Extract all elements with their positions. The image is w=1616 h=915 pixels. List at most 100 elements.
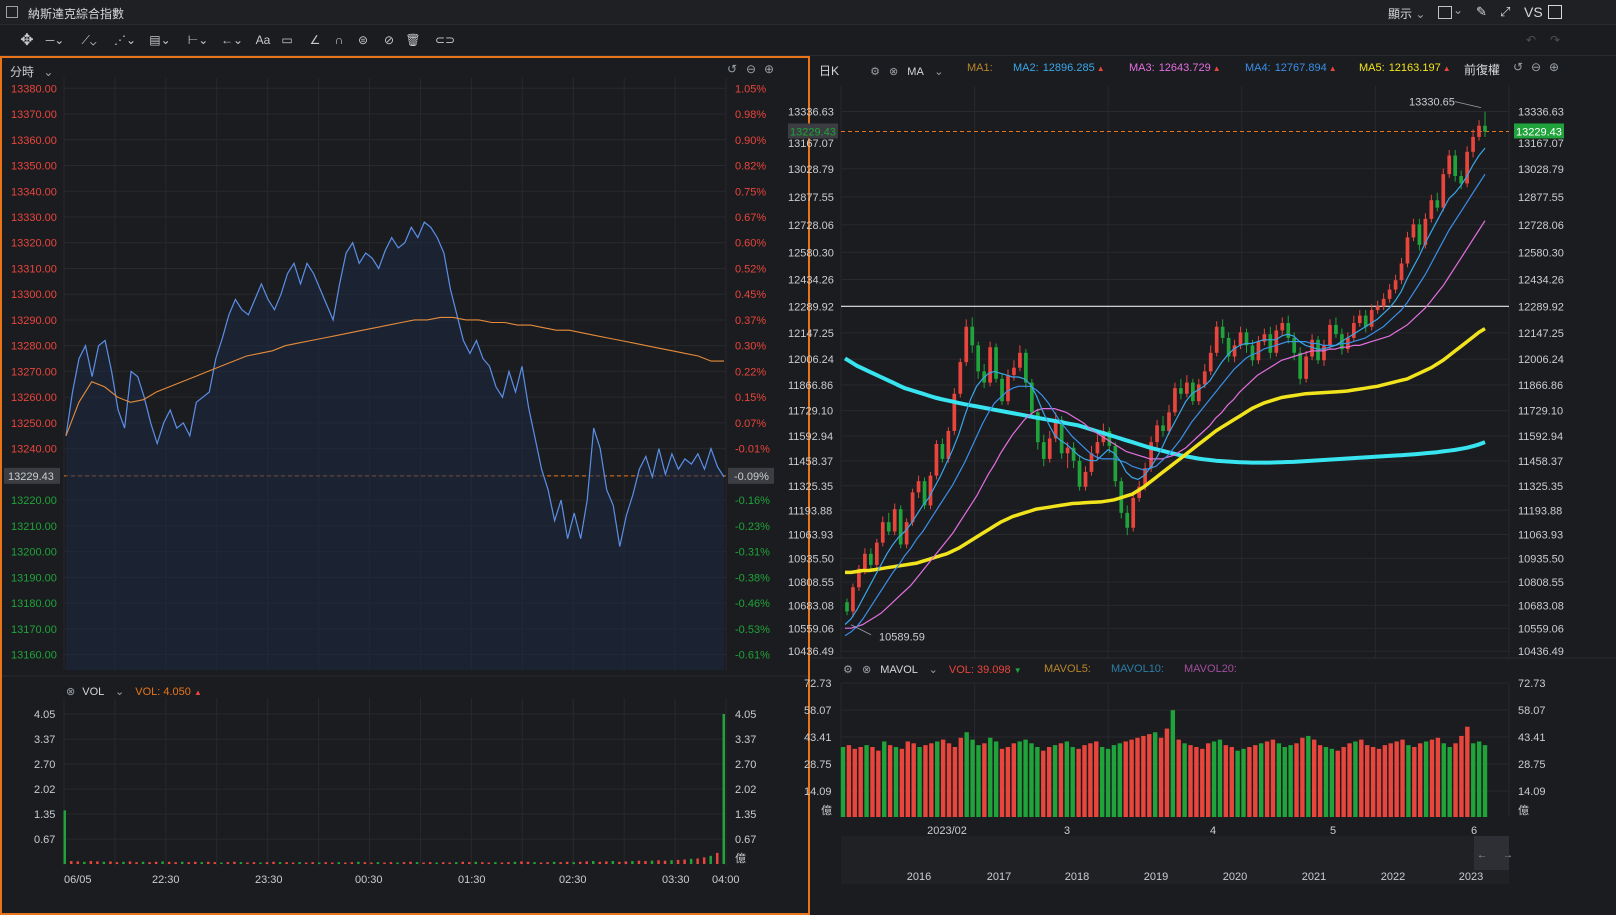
window-toggle-icon[interactable]: [1548, 5, 1562, 19]
mavol-bar: [1029, 743, 1034, 817]
ray-icon[interactable]: ⟋⌄: [81, 32, 97, 47]
price-tick-label-right: 12006.24: [1518, 354, 1564, 366]
mavol-bar: [1347, 743, 1352, 817]
redo-icon[interactable]: ↷: [1549, 33, 1561, 47]
vol-bar: [363, 862, 367, 864]
mavol-bar: [1094, 741, 1099, 817]
price-tick-label: 13167.07: [788, 138, 834, 150]
magnet-icon[interactable]: ∩: [334, 33, 344, 47]
link-icon[interactable]: ⊂⊃: [434, 33, 456, 47]
candle-body: [1471, 136, 1475, 152]
price-tick-label: 13300.00: [11, 289, 57, 301]
pen-tool-icon[interactable]: ∠: [309, 33, 321, 47]
vol-bar: [598, 861, 602, 864]
chevron-down-icon[interactable]: ⌄: [928, 664, 938, 676]
pct-tick-label: -0.16%: [735, 495, 770, 507]
vol-tick-label: 14.09: [804, 786, 832, 798]
adjust-button[interactable]: 前復權: [1464, 63, 1501, 77]
fullscreen-icon[interactable]: ⤢: [1500, 4, 1511, 19]
hide-icon[interactable]: ⊘: [383, 33, 395, 47]
fib-icon[interactable]: ▤⌄: [149, 33, 171, 47]
lock-icon[interactable]: ⊜: [357, 33, 369, 47]
indicator-name[interactable]: MA: [907, 66, 924, 78]
mavol-bar: [1323, 746, 1329, 817]
text-tool-icon[interactable]: Aa: [255, 33, 271, 47]
price-tick-label: 11458.37: [788, 456, 833, 468]
move-icon[interactable]: ✥: [20, 32, 34, 49]
chevron-down-icon[interactable]: ⌄: [934, 66, 944, 78]
price-tick-label: 13370.00: [11, 109, 57, 121]
plus-icon[interactable]: ⊕: [764, 62, 775, 76]
intraday-period-selector[interactable]: 分時 ⌄: [10, 63, 53, 80]
mavol-bar: [1435, 737, 1441, 817]
price-tick-label: 12728.06: [788, 220, 834, 232]
layout-icon[interactable]: [1438, 6, 1452, 19]
pattern-icon[interactable]: ⋰⌄: [113, 33, 137, 47]
candle-body: [1208, 352, 1213, 372]
chevron-down-icon[interactable]: ⌄: [114, 686, 125, 698]
price-tick-label: 13028.79: [788, 164, 834, 176]
close-icon[interactable]: ⊗: [66, 686, 76, 698]
kline-panel[interactable]: 13336.63 13336.63 13229.43 13229.43 13167.07…: [788, 56, 1616, 915]
mavol-bar: [958, 737, 963, 817]
display-menu[interactable]: 顯示 ⌄: [1388, 5, 1425, 22]
close-icon[interactable]: ⊗: [861, 664, 872, 676]
vol-bar: [683, 859, 686, 864]
trash-icon[interactable]: 🗑: [405, 33, 421, 47]
candle-body: [1459, 176, 1463, 184]
vol-bar: [70, 861, 73, 864]
vol-tick-label-right: 2.02: [735, 784, 756, 796]
intraday-panel[interactable]: 分時 ⌄ ↺ ⊖ ⊕ 13380.00 13370.00 13360.00 13350…: [0, 56, 810, 915]
vol-bar: [174, 862, 177, 864]
price-tick-label: 11063.93: [788, 529, 833, 541]
last-price-box-right: [1514, 123, 1564, 139]
candle-body: [1196, 384, 1201, 402]
vol-bar: [592, 861, 595, 864]
vol-bar: [233, 861, 236, 864]
candle-body: [1167, 412, 1171, 431]
mavol-indicator[interactable]: MAVOL: [880, 664, 918, 676]
minus-icon[interactable]: ⊖: [746, 62, 757, 76]
price-tick-label-right: 11592.94: [1518, 431, 1563, 443]
vol-tick-label: 1.35: [34, 809, 55, 821]
mavol-bar: [1070, 746, 1075, 817]
price-tick-label: 13360.00: [11, 135, 57, 147]
intraday-chart[interactable]: 13380.00 13370.00 13360.00 13350.00 13340.00…: [2, 58, 808, 913]
pen-icon[interactable]: ✎: [1476, 4, 1487, 19]
time-axis-label: 01:30: [458, 874, 486, 886]
nav-left-icon[interactable]: ←: [1477, 850, 1487, 861]
time-axis-label: 23:30: [255, 874, 283, 886]
close-icon[interactable]: ⊗: [889, 66, 899, 78]
vol-bar: [311, 862, 314, 864]
price-tick-label: 13260.00: [11, 392, 57, 404]
plus-icon[interactable]: ⊕: [1549, 60, 1560, 74]
reset-icon[interactable]: ↺: [1513, 60, 1524, 74]
vol-bar: [357, 861, 360, 864]
mavol-bar: [905, 741, 910, 817]
note-icon[interactable]: ▭: [281, 33, 293, 47]
candle-body: [1155, 425, 1159, 443]
period-selector[interactable]: 日K: [819, 64, 840, 78]
line-icon[interactable]: ─⌄: [45, 33, 65, 47]
window-icon[interactable]: [6, 6, 18, 18]
price-tick-label: 13220.00: [11, 495, 57, 507]
nav-right-icon[interactable]: →: [1503, 850, 1513, 861]
vol-bar: [265, 862, 269, 864]
vs-button[interactable]: VS: [1524, 4, 1543, 20]
price-tick-label: 12006.24: [788, 354, 834, 366]
minus-icon[interactable]: ⊖: [1531, 60, 1542, 74]
mavol-legend-item: MAVOL10:: [1111, 663, 1164, 675]
layout-chevron-icon[interactable]: ⌄: [1453, 3, 1464, 17]
settings-icon[interactable]: ⚙: [870, 66, 880, 78]
mavol-bar: [970, 739, 975, 817]
arrow-icon[interactable]: ←⌄: [220, 33, 244, 47]
settings-icon[interactable]: ⚙: [843, 664, 853, 676]
reset-icon[interactable]: ↺: [727, 62, 738, 76]
time-axis-label: 02:30: [559, 874, 587, 886]
measure-icon[interactable]: ⊢⌄: [187, 33, 209, 47]
candle-body: [1185, 382, 1189, 394]
candle-body: [1405, 237, 1410, 264]
price-tick-label: 13250.00: [11, 418, 57, 430]
undo-icon[interactable]: ↶: [1525, 33, 1537, 47]
